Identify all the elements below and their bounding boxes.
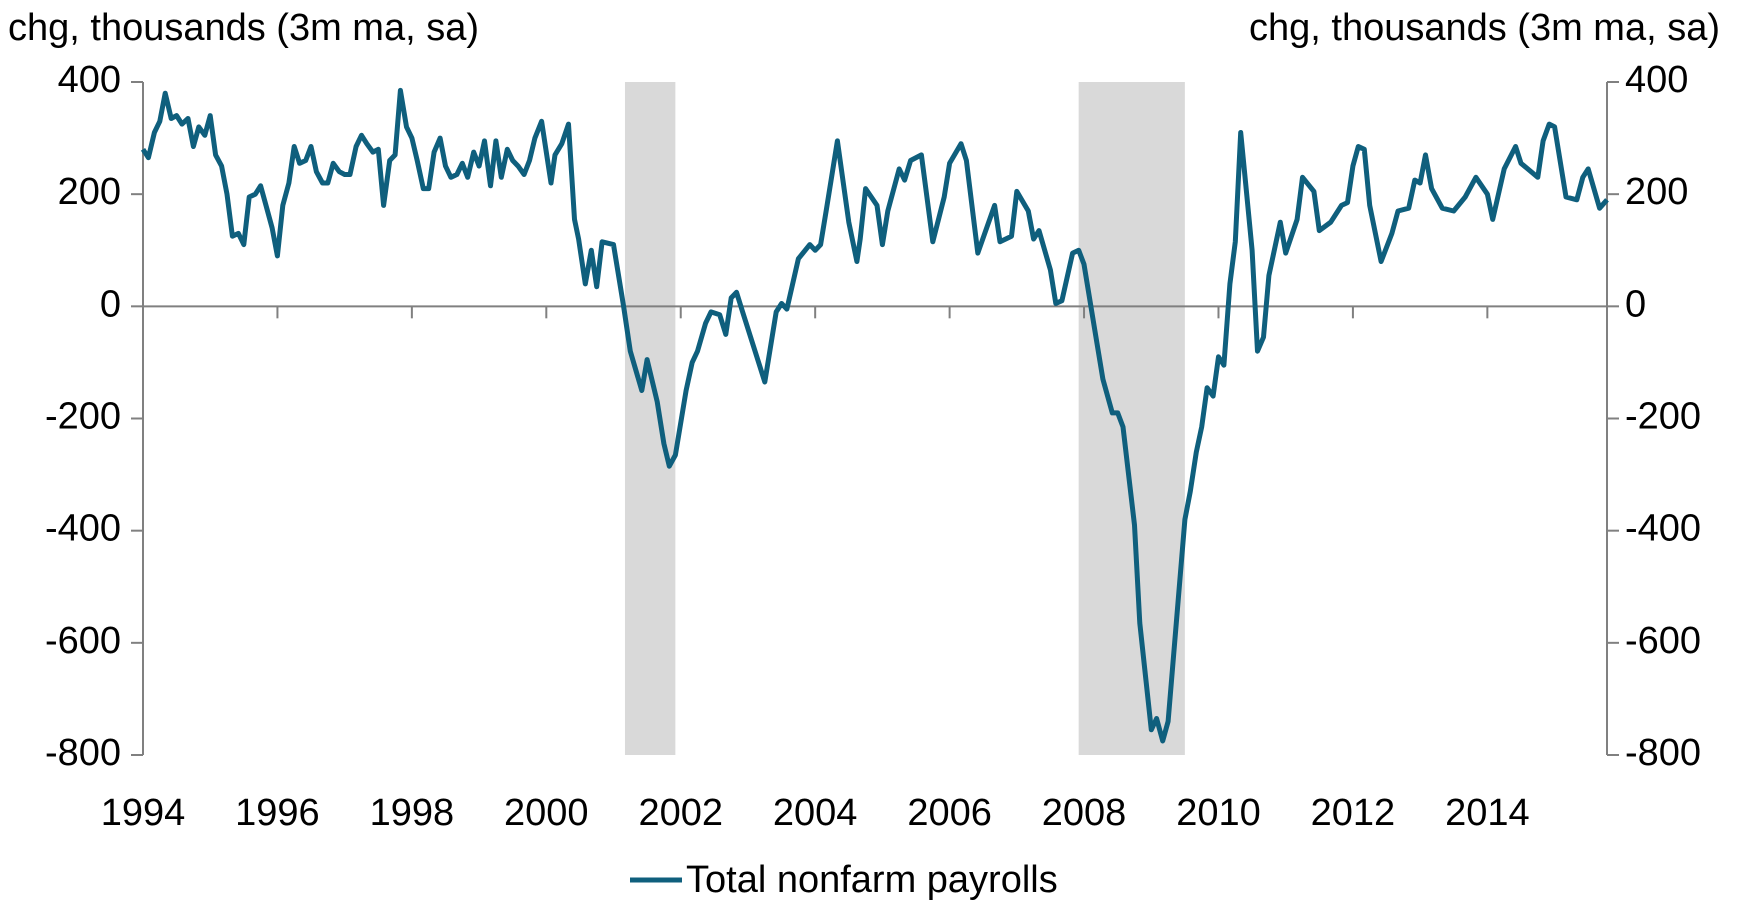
- y-tick-label: 400: [58, 59, 121, 101]
- y-tick-label: -600: [45, 620, 121, 662]
- y2-tick-label: 200: [1625, 171, 1688, 213]
- y-tick-label: -400: [45, 508, 121, 550]
- recession-band: [624, 82, 676, 755]
- x-tick-label: 2012: [1311, 792, 1396, 834]
- x-tick-label: 2010: [1176, 792, 1261, 834]
- y-tick-label: 200: [58, 171, 121, 213]
- legend-label: Total nonfarm payrolls: [686, 859, 1058, 901]
- y2-axis-title: chg, thousands (3m ma, sa): [1249, 7, 1720, 49]
- y2-tick-label: -400: [1625, 508, 1701, 550]
- x-tick-label: 2008: [1042, 792, 1127, 834]
- recession-band: [1078, 82, 1185, 755]
- y2-tick-label: -200: [1625, 396, 1701, 438]
- y2-tick-label: 0: [1625, 283, 1646, 325]
- x-tick-label: 2014: [1445, 792, 1530, 834]
- y2-tick-label: 400: [1625, 59, 1688, 101]
- x-tick-label: 2006: [907, 792, 992, 834]
- y2-tick-label: -800: [1625, 732, 1701, 774]
- x-tick-label: 2002: [638, 792, 723, 834]
- data-line: [140, 87, 1609, 744]
- y-tick-label: -800: [45, 732, 121, 774]
- y-tick-label: 0: [100, 283, 121, 325]
- y-axis-title: chg, thousands (3m ma, sa): [8, 7, 479, 49]
- x-tick-label: 1994: [101, 792, 186, 834]
- x-tick-label: 1998: [370, 792, 455, 834]
- y-tick-label: -200: [45, 396, 121, 438]
- x-tick-label: 2004: [773, 792, 858, 834]
- x-tick-label: 1996: [235, 792, 320, 834]
- y2-tick-label: -600: [1625, 620, 1701, 662]
- x-tick-label: 2000: [504, 792, 589, 834]
